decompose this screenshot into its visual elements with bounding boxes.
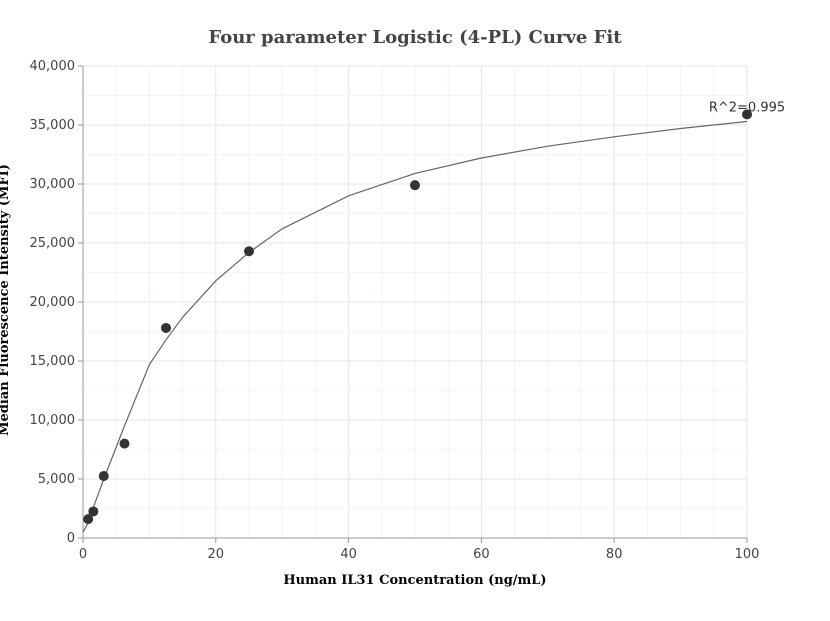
x-axis-label: Human IL31 Concentration (ng/mL): [283, 573, 546, 588]
data-point: [119, 438, 130, 449]
y-tick-label: 40,000: [30, 59, 76, 74]
data-points: [83, 109, 752, 525]
x-tick-label: 80: [606, 547, 623, 562]
grid: [82, 65, 748, 539]
axes: [78, 65, 748, 543]
data-point: [742, 109, 752, 120]
y-tick-label: 5,000: [38, 472, 75, 487]
data-point: [98, 471, 109, 482]
x-tick-label: 0: [79, 547, 87, 562]
y-tick-label: 25,000: [30, 236, 76, 251]
y-axis-label: Median Fluorescence Intensity (MFI): [0, 164, 12, 436]
fit-curve-layer: [82, 120, 748, 533]
x-tick-label: 60: [473, 547, 490, 562]
data-point: [244, 246, 254, 257]
y-tick-label: 30,000: [30, 177, 76, 192]
y-tick-label: 20,000: [30, 295, 76, 310]
y-tick-label: 10,000: [30, 413, 76, 428]
y-tick-label: 0: [67, 531, 75, 546]
data-point: [83, 514, 94, 525]
y-tick-label: 15,000: [30, 354, 76, 369]
x-tick-label: 40: [340, 547, 357, 562]
data-point: [410, 180, 420, 191]
x-tick-label: 100: [735, 547, 760, 562]
chart-title: Four parameter Logistic (4-PL) Curve Fit: [208, 27, 622, 48]
r-squared-annotation: R^2=0.995: [709, 100, 785, 115]
y-tick-label: 35,000: [30, 118, 76, 133]
data-point: [161, 322, 171, 333]
data-point: [88, 506, 99, 517]
tick-labels: 0 20 40 60 80 100 0 5,000 10,000 15,000 20,000 25,0…: [30, 59, 760, 562]
fit-curve-line: [82, 120, 748, 533]
x-tick-label: 20: [208, 547, 225, 562]
